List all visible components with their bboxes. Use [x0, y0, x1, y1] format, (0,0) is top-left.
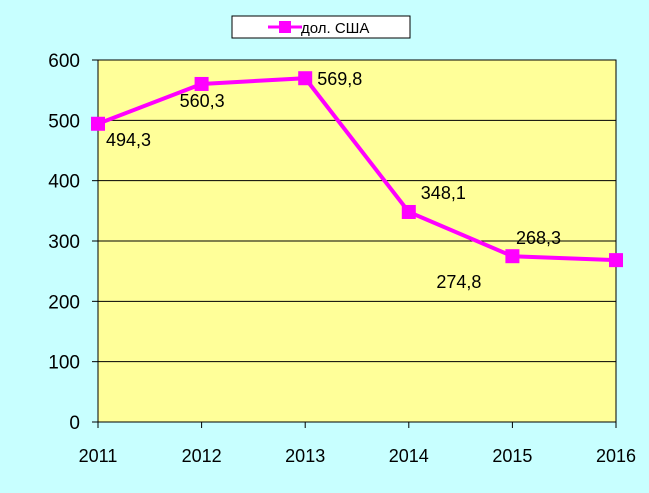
y-tick-label: 100 [48, 353, 80, 374]
data-label: 560,3 [180, 91, 225, 111]
data-point [505, 249, 520, 264]
x-tick-label: 2015 [492, 446, 532, 466]
x-tick-label: 2013 [285, 446, 325, 466]
y-tick-label: 400 [48, 172, 80, 193]
data-label: 268,3 [516, 228, 561, 248]
data-point [91, 116, 105, 131]
x-tick-label: 2011 [79, 446, 118, 466]
x-axis-ticks: 2011 2012 2013 2014 2015 2016 [79, 422, 636, 466]
legend: дол. США [231, 15, 411, 39]
data-point [194, 76, 209, 91]
data-point [609, 253, 623, 268]
y-tick-label: 0 [69, 413, 80, 434]
legend-label: дол. США [301, 20, 369, 37]
y-tick-label: 600 [48, 51, 80, 72]
y-tick-label: 200 [48, 292, 80, 313]
x-tick-label: 2012 [182, 446, 222, 466]
data-label: 274,8 [436, 272, 481, 292]
data-point [401, 204, 416, 219]
x-tick-label: 2014 [389, 446, 429, 466]
legend-marker [279, 21, 291, 33]
y-tick-label: 500 [48, 111, 80, 132]
series-markers [91, 71, 623, 268]
data-labels: 494,3 560,3 569,8 348,1 274,8 268,3 [106, 69, 561, 292]
legend-box [231, 15, 411, 39]
data-label: 569,8 [317, 69, 362, 89]
data-label: 494,3 [106, 130, 151, 150]
x-tick-label: 2016 [596, 446, 636, 466]
data-label: 348,1 [421, 183, 466, 203]
gridlines [98, 119, 616, 363]
series-line [97, 76, 617, 263]
data-point [298, 71, 313, 86]
y-axis-ticks: 0 100 200 300 400 500 600 [48, 51, 98, 434]
y-tick-label: 300 [48, 232, 80, 253]
